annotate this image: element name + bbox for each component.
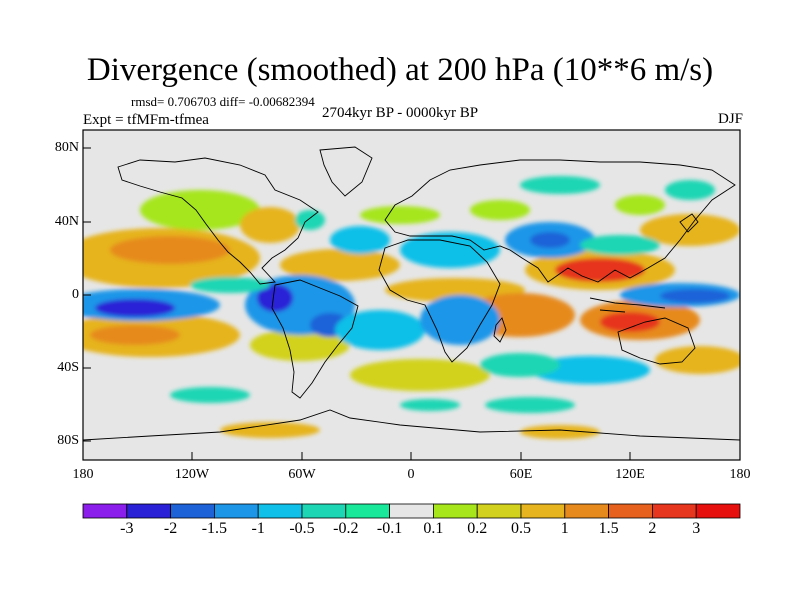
colorbar-swatch [82,503,128,519]
x-tick-label: 120W [174,467,210,482]
field-patch [400,232,500,268]
colorbar-swatch [389,503,434,519]
coastline-australia [617,317,696,365]
coastline-south-america [271,279,359,399]
colorbar-label: -3 [120,520,134,537]
field-patch [280,249,400,281]
field-patch [530,232,570,248]
field-patch [600,312,660,332]
field-patch [220,422,320,438]
field-patch [335,310,425,350]
season-label: DJF [717,111,743,127]
colorbar-label: -1.5 [201,520,228,537]
colorbar-label: 1 [560,520,569,537]
colorbar [82,503,741,519]
field-patch [480,353,560,377]
plot-title: Divergence (smoothed) at 200 hPa (10**6 … [86,52,714,88]
field-patch [350,359,490,391]
colorbar-label: 3 [692,520,701,537]
colorbar-swatch [170,503,215,519]
coastlines [83,146,740,441]
field-patch [240,207,300,243]
field-patch [520,425,600,439]
colorbar-label: -0.2 [333,520,359,537]
field-patch [360,206,440,224]
field-patch [385,278,525,302]
field-patch [485,397,575,413]
field-patch [580,235,660,255]
field-patch [330,226,390,254]
coastline-north-america [117,157,319,285]
field-patch [257,284,293,312]
colorbar-label: 0.1 [423,520,444,537]
field-patch [190,277,270,293]
field-patch [660,289,730,303]
field-patch [250,329,350,361]
field-patch [530,356,650,384]
field-patch [555,258,645,282]
field-patch [470,200,530,220]
coastline-europe-asia [384,159,736,283]
field-patch [615,195,665,215]
field-patch [520,176,600,194]
x-tick-label: 120E [615,467,645,482]
colorbar-swatch [564,503,609,519]
colorbar-swatch [126,503,172,519]
x-tick-label: 180 [729,467,751,482]
y-tick-label: 0 [72,287,79,302]
field-patch [665,180,715,200]
colorbar-swatch [695,503,741,519]
field-patch [110,236,230,264]
field-patch [655,346,740,374]
colorbar-swatch [652,503,697,519]
colorbar-swatch [432,503,478,519]
coastline-madagascar [493,317,507,343]
coastline-africa [378,239,501,363]
colorbar-swatch [476,503,522,519]
x-tick-label: 60W [288,467,316,482]
field-patch [400,399,460,411]
experiment-label: Expt = tfMFm-tfmea [83,112,209,128]
field-patch [95,299,175,317]
y-tick-label: 40N [54,214,79,229]
divergence-field [83,176,740,439]
y-tick-label: 80S [57,433,79,448]
field-patch [170,387,250,403]
rmsd-diff-stats: rmsd= 0.706703 diff= -0.00682394 [131,94,315,109]
coastline-indonesia [589,297,666,313]
colorbar-swatch [257,503,303,519]
colorbar-swatch [345,503,390,519]
y-tick-label: 40S [57,360,79,375]
coastline-japan [679,213,699,233]
field-patch [420,295,500,345]
colorbar-label: -2 [163,520,178,537]
colorbar-label: 0.5 [511,520,531,537]
field-patch [90,325,180,345]
colorbar-swatch [520,503,566,519]
colorbar-swatch [608,503,653,519]
coastline-antarctica [83,409,740,441]
colorbar-label: 1.5 [598,520,619,537]
period-label: 2704kyr BP - 0000kyr BP [321,105,479,121]
field-patch [295,210,325,230]
field-patch [140,190,260,230]
colorbar-label: 2 [648,520,657,537]
colorbar-swatch [301,503,347,519]
colorbar-label: -0.5 [289,520,315,537]
colorbar-swatch [213,503,259,519]
y-tick-label: 80N [54,140,79,155]
x-tick-label: 0 [407,467,415,482]
colorbar-label: 0.2 [467,520,488,537]
axis-ticks [82,147,741,460]
x-tick-label: 180 [72,467,94,482]
colorbar-label: -0.1 [376,520,403,537]
x-tick-label: 60E [509,467,533,482]
coastline-greenland [319,146,373,197]
colorbar-label: -1 [251,520,265,537]
